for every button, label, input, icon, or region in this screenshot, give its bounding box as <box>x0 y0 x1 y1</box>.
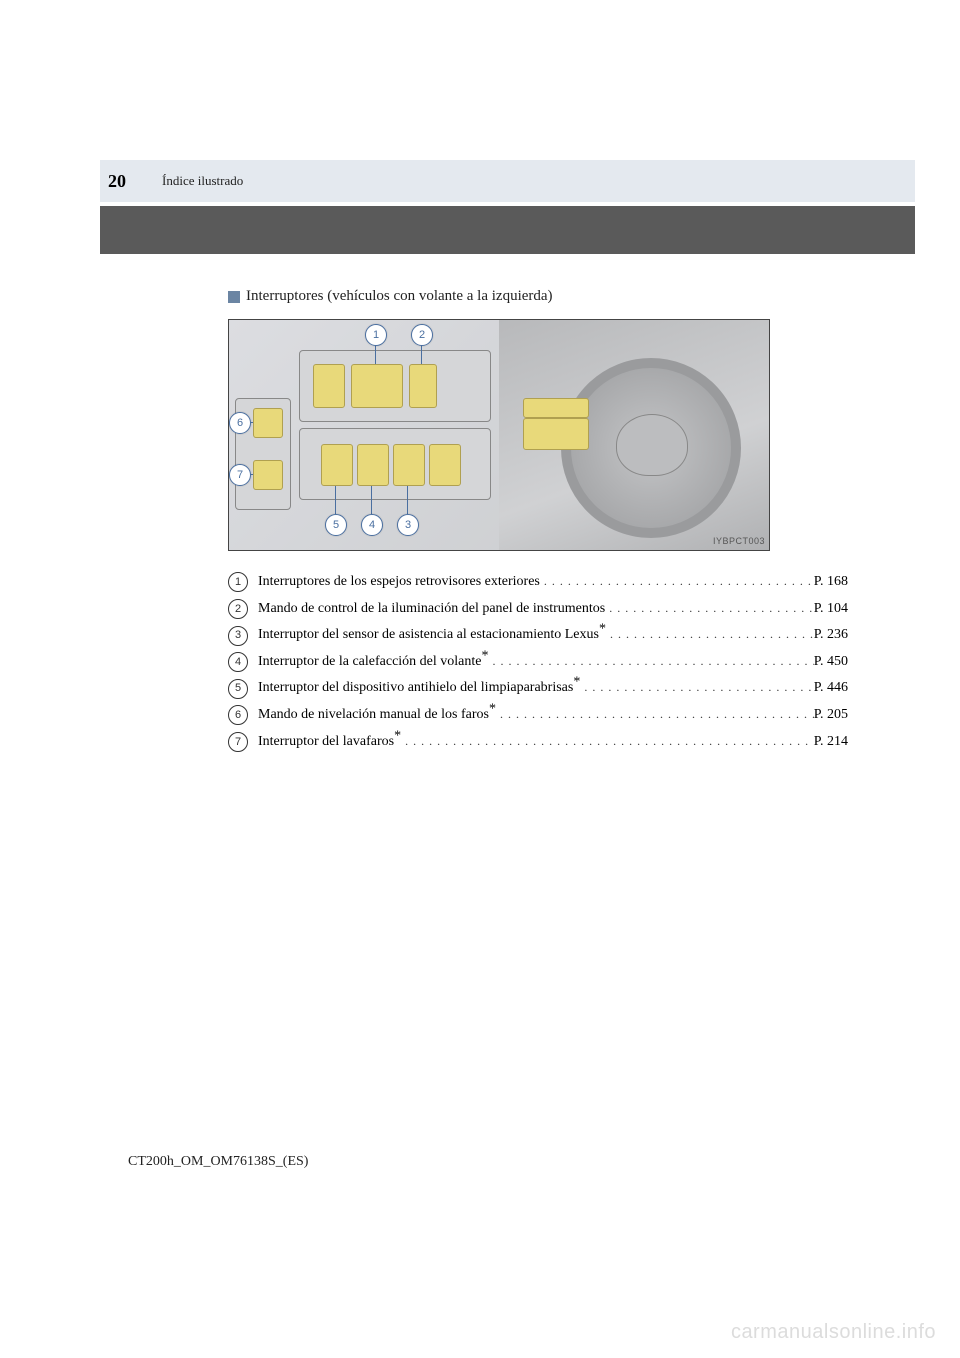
callout-list: 1 Interruptores de los espejos retrovisor… <box>228 569 848 755</box>
switches-diagram: 1 2 3 4 5 6 7 IYBPCT003 <box>228 319 770 551</box>
leader-dots <box>489 649 814 676</box>
steering-hub-icon <box>616 414 688 476</box>
callout-line <box>335 486 336 514</box>
callout-4: 4 <box>361 514 383 536</box>
switch-5 <box>321 444 353 486</box>
list-marker: 5 <box>228 679 248 699</box>
manual-page: 20 Índice ilustrado Interruptores (vehíc… <box>0 0 960 1358</box>
square-bullet-icon <box>228 291 240 303</box>
page-ref: P. 446 <box>814 675 848 702</box>
list-marker: 6 <box>228 705 248 725</box>
switch-6 <box>253 408 283 438</box>
callout-6: 6 <box>229 412 251 434</box>
leader-dots <box>401 729 814 756</box>
switch-3 <box>393 444 425 486</box>
switch-4 <box>357 444 389 486</box>
callout-line <box>407 486 408 514</box>
list-text: Interruptores de los espejos retrovisore… <box>258 569 540 596</box>
switch-p <box>429 444 461 486</box>
callout-3: 3 <box>397 514 419 536</box>
list-row: 3 Interruptor del sensor de asistencia al… <box>228 622 848 649</box>
page-ref: P. 236 <box>814 622 848 649</box>
callout-7: 7 <box>229 464 251 486</box>
callout-2: 2 <box>411 324 433 346</box>
mirror-adjust-switch <box>351 364 403 408</box>
dimmer-switch <box>409 364 437 408</box>
switch-7 <box>253 460 283 490</box>
content-area: Interruptores (vehículos con volante a l… <box>228 288 848 755</box>
leader-dots <box>606 622 814 649</box>
asterisk-icon: * <box>482 648 489 663</box>
leader-dots <box>540 569 814 596</box>
page-ref: P. 450 <box>814 649 848 676</box>
leader-dots <box>605 596 814 623</box>
list-text: Interruptor de la calefacción del volant… <box>258 649 489 676</box>
diagram-code: IYBPCT003 <box>713 536 765 546</box>
dash-switch-highlight <box>523 418 589 450</box>
asterisk-icon: * <box>599 622 606 637</box>
page-ref: P. 205 <box>814 702 848 729</box>
mirror-fold-switch <box>313 364 345 408</box>
dark-band <box>100 206 915 254</box>
list-row: 1 Interruptores de los espejos retrovisor… <box>228 569 848 596</box>
watermark: carmanualsonline.info <box>731 1321 936 1344</box>
dashboard-illustration <box>499 320 769 550</box>
page-ref: P. 214 <box>814 729 848 756</box>
list-row: 4 Interruptor de la calefacción del volan… <box>228 649 848 676</box>
list-row: 2 Mando de control de la iluminación del … <box>228 596 848 623</box>
callout-5: 5 <box>325 514 347 536</box>
list-marker: 4 <box>228 652 248 672</box>
list-text: Interruptor del sensor de asistencia al … <box>258 622 606 649</box>
list-row: 7 Interruptor del lavafaros* P. 214 <box>228 729 848 756</box>
list-marker: 1 <box>228 572 248 592</box>
leader-dots <box>580 675 813 702</box>
dash-switch-highlight-top <box>523 398 589 418</box>
list-row: 5 Interruptor del dispositivo antihielo d… <box>228 675 848 702</box>
section-title: Índice ilustrado <box>162 173 243 189</box>
subsection-heading: Interruptores (vehículos con volante a l… <box>228 288 848 305</box>
asterisk-icon: * <box>573 675 580 690</box>
list-text: Mando de nivelación manual de los faros* <box>258 702 496 729</box>
header-band: 20 Índice ilustrado <box>100 160 915 202</box>
leader-dots <box>496 702 814 729</box>
list-marker: 3 <box>228 626 248 646</box>
callout-1: 1 <box>365 324 387 346</box>
list-text: Interruptor del lavafaros* <box>258 729 401 756</box>
page-ref: P. 168 <box>814 569 848 596</box>
page-ref: P. 104 <box>814 596 848 623</box>
list-text: Interruptor del dispositivo antihielo de… <box>258 675 580 702</box>
list-marker: 7 <box>228 732 248 752</box>
list-text: Mando de control de la iluminación del p… <box>258 596 605 623</box>
page-number: 20 <box>108 171 126 192</box>
callout-line <box>371 486 372 514</box>
list-marker: 2 <box>228 599 248 619</box>
list-row: 6 Mando de nivelación manual de los faros… <box>228 702 848 729</box>
footer-doc-code: CT200h_OM_OM76138S_(ES) <box>128 1154 308 1170</box>
subsection-title: Interruptores (vehículos con volante a l… <box>246 288 553 305</box>
asterisk-icon: * <box>394 728 401 743</box>
asterisk-icon: * <box>489 701 496 716</box>
